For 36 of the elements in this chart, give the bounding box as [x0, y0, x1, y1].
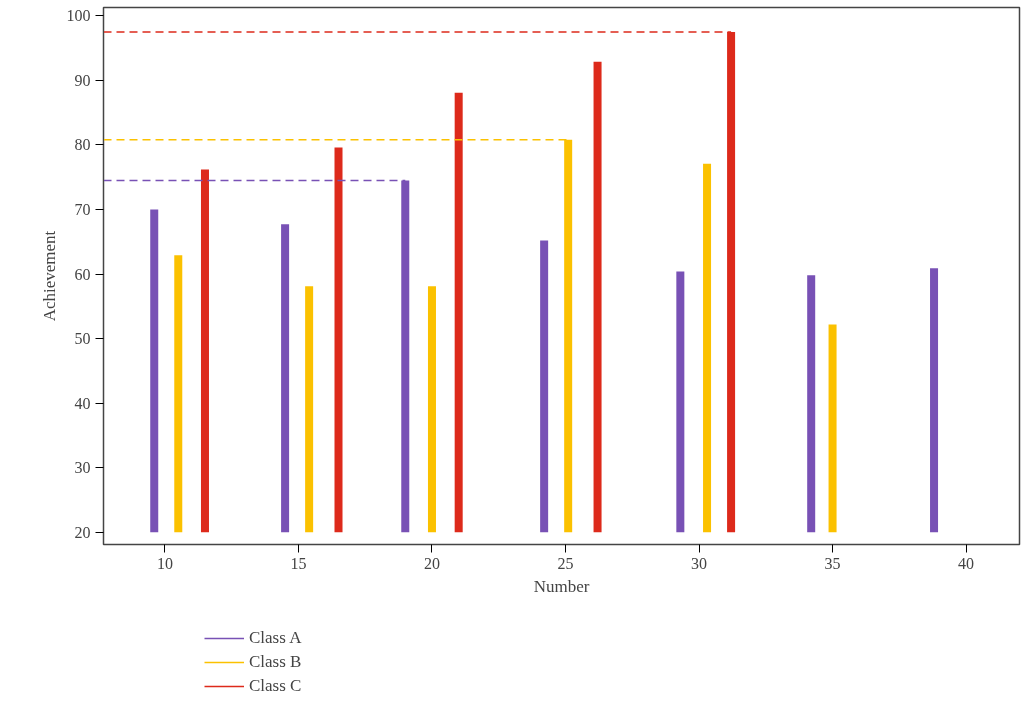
x-axis-title: Number: [533, 576, 590, 596]
bar: [676, 271, 685, 533]
bar: [454, 92, 463, 533]
bar: [150, 209, 159, 533]
x-tick-label: 25: [557, 554, 574, 572]
y-tick-label: 60: [74, 265, 91, 283]
bar: [807, 275, 816, 533]
bar: [703, 163, 712, 533]
y-tick-label: 50: [74, 330, 91, 348]
bar: [200, 169, 209, 533]
y-tick-label: 20: [74, 523, 91, 541]
bar: [540, 240, 549, 533]
bar: [281, 224, 290, 533]
bar: [334, 147, 343, 533]
bar: [427, 286, 436, 533]
x-tick-label: 30: [691, 554, 708, 572]
bar: [593, 61, 602, 533]
legend-label: Class A: [249, 628, 302, 648]
legend-label: Class B: [249, 652, 302, 672]
x-tick-label: 20: [423, 554, 440, 572]
bar: [305, 286, 314, 533]
x-tick-label: 40: [958, 554, 975, 572]
y-tick-label: 70: [74, 201, 91, 219]
y-tick-label: 30: [74, 459, 91, 477]
x-tick-label: 35: [824, 554, 841, 572]
x-tick-label: 10: [156, 554, 173, 572]
y-axis-title: Achievement: [39, 230, 59, 322]
y-tick-label: 90: [74, 71, 91, 89]
y-tick-label: 100: [66, 7, 91, 25]
bar: [828, 324, 837, 533]
legend-label: Class C: [249, 676, 302, 696]
bar: [930, 268, 939, 533]
bar: [174, 255, 183, 533]
x-tick-label: 15: [290, 554, 307, 572]
y-tick-label: 80: [74, 136, 91, 154]
y-tick-label: 40: [74, 394, 91, 412]
